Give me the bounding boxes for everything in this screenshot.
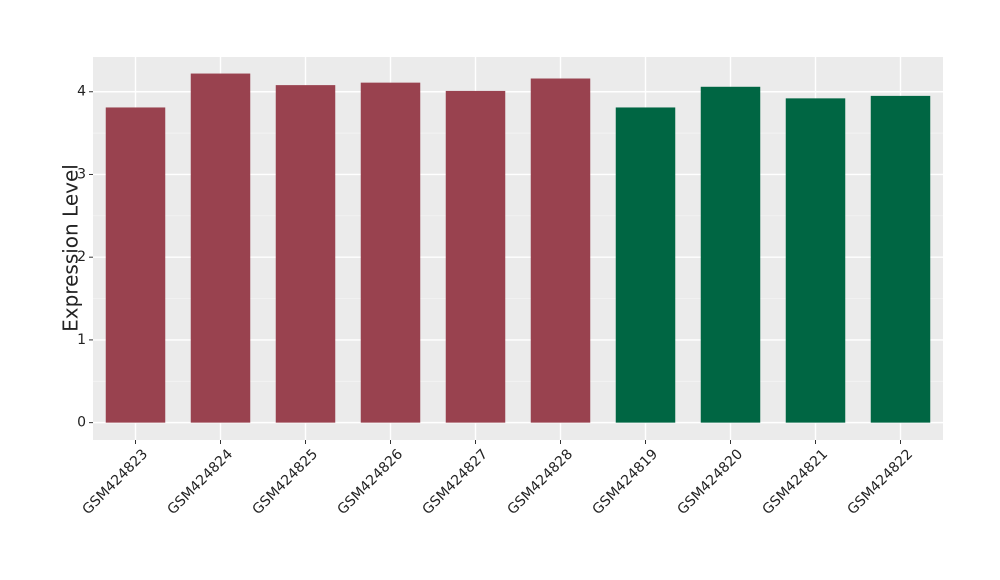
x-tick-label: GSM424824	[165, 446, 237, 518]
y-tick-label: 3	[77, 166, 86, 182]
y-tick-label: 4	[77, 84, 86, 100]
bar	[870, 95, 931, 423]
x-tick-label: GSM424819	[590, 446, 662, 518]
y-tick-label: 1	[77, 332, 86, 348]
y-axis-title: Expression Level	[59, 164, 83, 332]
x-tick-label: GSM424822	[845, 446, 917, 518]
bar	[700, 86, 761, 423]
x-tick-label: GSM424820	[675, 446, 747, 518]
x-tick-label: GSM424828	[505, 446, 577, 518]
y-tick-label: 2	[77, 249, 86, 265]
bar	[190, 73, 251, 423]
bar	[615, 107, 676, 423]
y-tick-label: 0	[77, 415, 86, 431]
bar	[275, 85, 336, 423]
bar	[105, 107, 166, 423]
bar	[360, 82, 421, 423]
bar	[785, 98, 846, 423]
x-tick-label: GSM424826	[335, 446, 407, 518]
x-tick-label: GSM424821	[760, 446, 832, 518]
bar	[445, 90, 506, 423]
bar	[530, 78, 591, 423]
x-tick-label: GSM424825	[250, 446, 322, 518]
x-tick-label: GSM424827	[420, 446, 492, 518]
x-tick-label: GSM424823	[80, 446, 152, 518]
